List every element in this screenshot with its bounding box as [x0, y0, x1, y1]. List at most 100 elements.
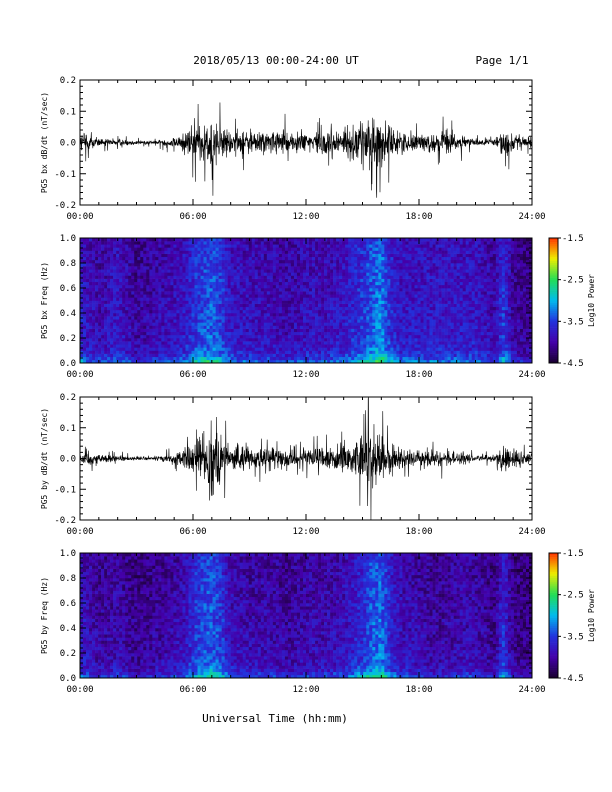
spectrogram-cell	[348, 306, 352, 311]
spectrogram-cell	[92, 288, 96, 292]
spectrogram-cell	[357, 341, 361, 345]
spectrogram-cell	[239, 259, 244, 264]
spectrogram-cell	[375, 331, 379, 336]
spectrogram-cell	[197, 284, 201, 289]
spectrogram-cell	[221, 344, 225, 348]
spectrogram-cell	[399, 331, 403, 336]
spectrogram-cell	[248, 284, 253, 289]
spectrogram-cell	[95, 259, 99, 264]
spectrogram-cell	[333, 316, 337, 320]
spectrogram-cell	[275, 269, 280, 273]
spectrogram-cell	[414, 338, 418, 342]
spectrogram-cell	[119, 338, 123, 342]
spectrogram-cell	[357, 250, 361, 254]
spectrogram-cell	[266, 272, 271, 276]
spectrogram-cell	[179, 338, 183, 342]
spectrogram-cell	[119, 341, 123, 345]
spectrogram-cell	[396, 356, 400, 361]
spectrogram-cell	[86, 250, 90, 254]
spectrogram-cell	[378, 272, 382, 276]
spectrogram-cell	[272, 247, 277, 251]
spectrogram-cell	[336, 269, 340, 273]
spectrogram-cell	[384, 269, 388, 273]
spectrogram-cell	[152, 241, 156, 245]
spectrogram-cell	[260, 303, 265, 308]
spectrogram-cell	[218, 350, 222, 354]
spectrogram-cell	[143, 294, 147, 298]
spectrogram-cell	[432, 256, 436, 261]
spectrogram-cell	[378, 356, 382, 361]
spectrogram-cell	[161, 319, 165, 323]
spectrogram-cell	[408, 322, 412, 326]
spectrogram-cell	[179, 319, 183, 323]
spectrogram-cell	[278, 256, 283, 261]
spectrogram-cell	[134, 350, 138, 354]
spectrogram-cell	[315, 297, 319, 301]
spectrogram-cell	[290, 344, 295, 348]
spectrogram-cell	[426, 306, 430, 311]
spectrogram-cell	[375, 325, 379, 329]
spectrogram-cell	[149, 325, 153, 329]
spectrogram-cell	[336, 359, 340, 364]
spectrogram-cell	[299, 266, 304, 270]
spectrogram-cell	[254, 263, 259, 267]
spectrogram-cell	[221, 241, 225, 245]
spectrogram-cell	[191, 281, 195, 286]
spectrogram-cell	[423, 347, 427, 351]
spectrogram-cell	[257, 272, 262, 276]
spectrogram-cell	[312, 322, 316, 326]
spectrogram-cell	[146, 300, 150, 304]
spectrogram-cell	[318, 272, 322, 276]
spectrogram-cell	[296, 291, 301, 295]
spectrogram-cell	[275, 313, 280, 317]
spectrogram-cell	[83, 278, 87, 283]
spectrogram-cell	[290, 341, 295, 345]
spectrogram-cell	[375, 294, 379, 298]
spectrogram-cell	[357, 313, 361, 317]
spectrogram-cell	[203, 269, 207, 273]
spectrogram-cell	[200, 281, 204, 286]
spectrogram-cell	[345, 247, 349, 251]
spectrogram-cell	[140, 294, 144, 298]
spectrogram-cell	[83, 306, 87, 311]
spectrogram-cell	[98, 297, 102, 301]
spectrogram-cell	[233, 300, 237, 304]
spectrogram-cell	[251, 259, 256, 264]
spectrogram-cell	[215, 250, 219, 254]
spectrogram-cell	[206, 306, 210, 311]
spectrogram-cell	[435, 259, 439, 264]
spectrogram-cell	[227, 350, 231, 354]
spectrogram-cell	[432, 338, 436, 342]
spectrogram-cell	[194, 328, 198, 333]
spectrogram-cell	[306, 244, 310, 248]
spectrogram-cell	[128, 275, 132, 279]
spectrogram-cell	[152, 284, 156, 289]
spectrogram-cell	[402, 303, 406, 308]
spectrogram-cell	[345, 353, 349, 358]
spectrogram-cell	[324, 294, 328, 298]
spectrogram-cell	[357, 325, 361, 329]
spectrogram-cell	[260, 328, 265, 333]
spectrogram-cell	[260, 278, 265, 283]
spectrogram-cell	[260, 347, 265, 351]
spectrogram-cell	[119, 344, 123, 348]
spectrogram-cell	[161, 334, 165, 339]
spectrogram-cell	[104, 316, 108, 320]
spectrogram-cell	[209, 288, 213, 292]
spectrogram-cell	[306, 334, 310, 339]
spectrogram-cell	[167, 238, 171, 242]
spectrogram-cell	[339, 266, 343, 270]
spectrogram-cell	[318, 266, 322, 270]
spectrogram-cell	[269, 313, 274, 317]
spectrogram-cell	[263, 266, 268, 270]
spectrogram-cell	[170, 288, 174, 292]
spectrogram-cell	[248, 253, 253, 258]
spectrogram-cell	[366, 347, 370, 351]
spectrogram-cell	[137, 238, 141, 242]
spectrogram-cell	[257, 328, 262, 333]
spectrogram-cell	[140, 244, 144, 248]
spectrogram-cell	[116, 353, 120, 358]
spectrogram-cell	[128, 281, 132, 286]
spectrogram-cell	[281, 316, 286, 320]
spectrogram-cell	[143, 297, 147, 301]
